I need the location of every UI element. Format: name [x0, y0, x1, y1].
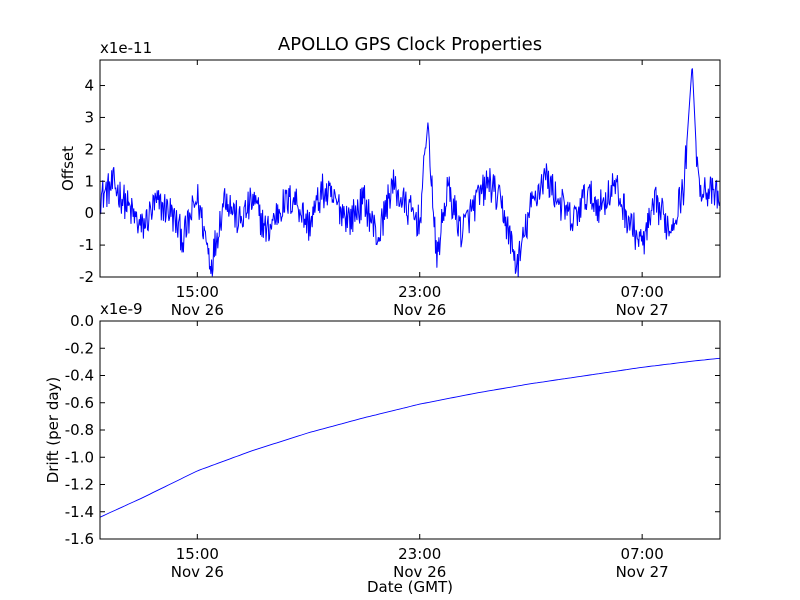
y-tick-label: 3 — [84, 108, 94, 126]
x-tick-label: 15:00 — [176, 283, 219, 301]
y-tick-label: -1.4 — [65, 503, 94, 521]
x-tick-label: Nov 27 — [616, 563, 669, 581]
x-tick-label: 15:00 — [176, 545, 219, 563]
plot-frame — [99, 320, 721, 540]
drift-plot: -1.6 -1.4 -1.2 -1.0 -0.8 -0.6 -0.4 -0.2 0.0 15:00… — [44, 300, 721, 596]
x-tick-label: 07:00 — [621, 545, 664, 563]
y-scale-label: x1e-9 — [100, 300, 143, 318]
y-tick-label: 1 — [84, 172, 94, 190]
y-tick-label: -0.6 — [65, 394, 94, 412]
plot-frame — [99, 59, 721, 278]
y-tick-label: -1.0 — [65, 448, 94, 466]
x-tick-label: 23:00 — [398, 545, 441, 563]
y-tick-label: -1.2 — [65, 476, 94, 494]
y-tick-label: -0.2 — [65, 339, 94, 357]
x-tick-label: Nov 26 — [393, 301, 446, 319]
y-scale-label: x1e-11 — [100, 39, 152, 57]
y-tick-label: -0.8 — [65, 421, 94, 439]
x-tick-label: Nov 26 — [393, 563, 446, 581]
series-line — [100, 68, 720, 277]
y-tick-label: 2 — [84, 140, 94, 158]
x-tick-label: 23:00 — [398, 283, 441, 301]
figure-title: APOLLO GPS Clock Properties — [278, 34, 542, 55]
y-tick-label: 4 — [84, 77, 94, 95]
x-axis-label: Date (GMT) — [367, 578, 453, 596]
x-tick-label: Nov 27 — [616, 301, 669, 319]
y-axis-label: Drift (per day) — [44, 377, 62, 484]
x-tick-label: 07:00 — [621, 283, 664, 301]
y-tick-label: -1 — [79, 236, 94, 254]
x-tick-label: Nov 26 — [171, 563, 224, 581]
y-tick-label: -2 — [79, 268, 94, 286]
y-tick-label: -0.4 — [65, 367, 94, 385]
y-tick-label: 0 — [84, 204, 94, 222]
series-line — [100, 357, 720, 518]
y-axis-label: Offset — [59, 146, 77, 191]
x-tick-label: Nov 26 — [171, 301, 224, 319]
y-tick-label: 0.0 — [70, 312, 94, 330]
y-tick-label: -1.6 — [65, 530, 94, 548]
